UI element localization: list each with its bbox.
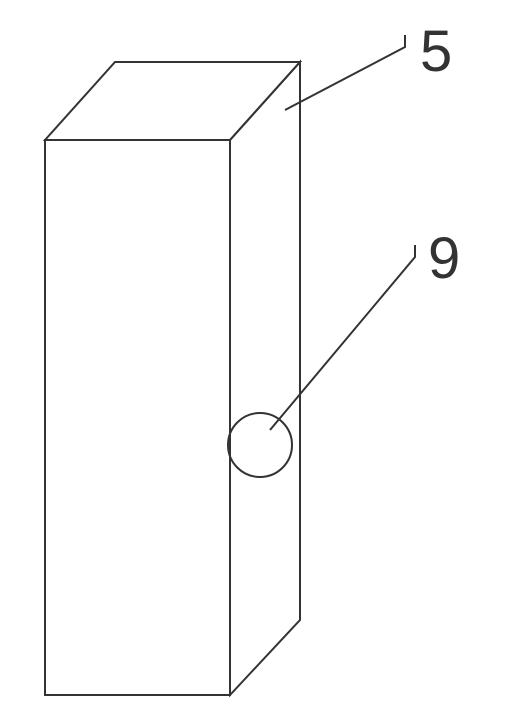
circle-feature bbox=[228, 413, 292, 477]
box-top-face bbox=[45, 62, 300, 140]
callout-label-5: 5 bbox=[420, 18, 452, 85]
diagram-svg bbox=[0, 0, 532, 725]
leader-line-9 bbox=[270, 245, 415, 430]
box-front-face bbox=[45, 140, 230, 695]
leader-line-5 bbox=[285, 35, 405, 110]
box-right-face bbox=[230, 62, 300, 695]
diagram-container: 5 9 bbox=[0, 0, 532, 725]
callout-label-9: 9 bbox=[428, 225, 460, 292]
